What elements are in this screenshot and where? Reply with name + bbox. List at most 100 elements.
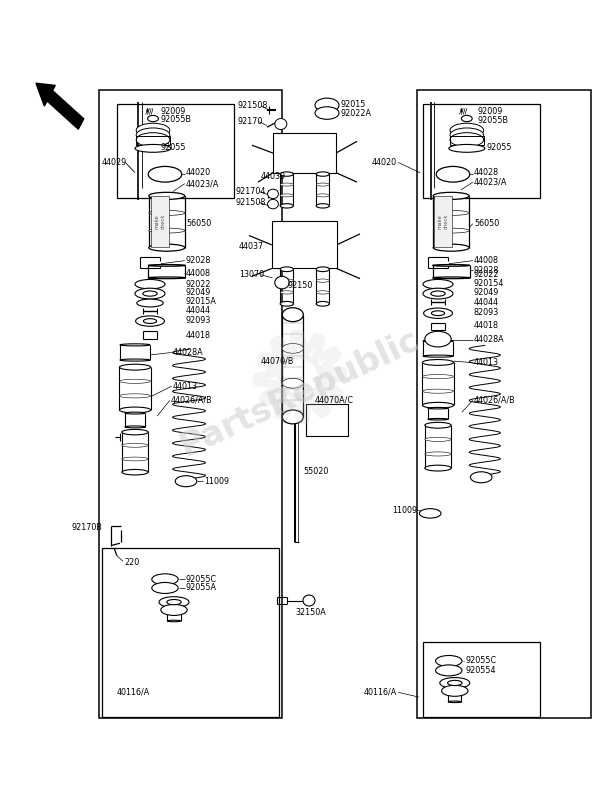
Ellipse shape (448, 701, 461, 703)
Bar (148, 265, 185, 279)
Bar (316, 172, 329, 208)
Text: 40116/A: 40116/A (364, 688, 397, 697)
Ellipse shape (433, 244, 469, 251)
Bar (149, 192, 185, 251)
Ellipse shape (143, 291, 157, 296)
Text: 921508: 921508 (237, 101, 268, 111)
Ellipse shape (135, 288, 165, 299)
Text: 92170: 92170 (237, 117, 262, 126)
Ellipse shape (423, 279, 453, 289)
Text: 44023/A: 44023/A (186, 179, 220, 188)
Ellipse shape (148, 115, 158, 122)
Ellipse shape (143, 319, 157, 323)
Text: 920154: 920154 (474, 279, 505, 288)
Ellipse shape (120, 359, 150, 361)
Text: 32150A: 32150A (296, 608, 326, 617)
Text: 44028: 44028 (474, 168, 499, 177)
Ellipse shape (449, 144, 485, 152)
Text: 11009: 11009 (392, 506, 417, 515)
Ellipse shape (268, 189, 278, 199)
Text: 44039: 44039 (261, 172, 286, 181)
Text: 44020: 44020 (186, 168, 211, 177)
Text: 44070/B: 44070/B (261, 356, 295, 366)
Text: 92055B: 92055B (161, 115, 192, 124)
Ellipse shape (148, 277, 185, 279)
Ellipse shape (122, 444, 148, 447)
Bar (448, 690, 461, 703)
Ellipse shape (450, 123, 484, 137)
Ellipse shape (422, 374, 454, 378)
Text: 44029: 44029 (102, 158, 127, 167)
Ellipse shape (280, 194, 293, 197)
Ellipse shape (423, 288, 453, 299)
Text: 92009: 92009 (161, 107, 186, 116)
Ellipse shape (135, 279, 165, 289)
Ellipse shape (280, 279, 293, 283)
Text: 44018: 44018 (474, 321, 499, 330)
Ellipse shape (316, 290, 329, 294)
Text: 92055: 92055 (486, 143, 512, 152)
Ellipse shape (119, 394, 151, 398)
Ellipse shape (428, 418, 448, 420)
Ellipse shape (149, 192, 185, 199)
Bar (125, 412, 145, 428)
Bar (428, 407, 448, 420)
Ellipse shape (422, 403, 454, 408)
Ellipse shape (450, 128, 484, 142)
Text: 56050: 56050 (474, 219, 499, 228)
Ellipse shape (283, 308, 304, 322)
Ellipse shape (316, 183, 329, 186)
Text: PartsRepublic: PartsRepublic (175, 323, 425, 462)
Ellipse shape (268, 199, 278, 209)
Ellipse shape (280, 172, 293, 177)
Ellipse shape (275, 119, 287, 130)
Text: 44070A/C: 44070A/C (314, 396, 353, 405)
Ellipse shape (423, 355, 453, 357)
Text: 44044: 44044 (474, 298, 499, 307)
Bar (417, 90, 591, 718)
Bar (306, 404, 348, 436)
Ellipse shape (136, 316, 164, 327)
FancyArrow shape (36, 83, 84, 130)
Text: 44008: 44008 (474, 256, 499, 265)
Ellipse shape (431, 291, 445, 296)
Ellipse shape (461, 115, 472, 122)
Ellipse shape (119, 364, 151, 370)
Text: 44023/A: 44023/A (474, 177, 508, 187)
Ellipse shape (275, 276, 289, 289)
Ellipse shape (316, 203, 329, 208)
Text: 92055C: 92055C (186, 575, 217, 584)
Text: 92055C: 92055C (465, 656, 496, 666)
Text: 44026/A/B: 44026/A/B (474, 396, 515, 405)
Text: 92049: 92049 (474, 287, 499, 297)
Bar (423, 104, 540, 198)
Ellipse shape (148, 265, 185, 266)
Ellipse shape (119, 379, 151, 383)
Ellipse shape (283, 410, 304, 424)
Ellipse shape (315, 98, 339, 112)
Ellipse shape (450, 133, 484, 147)
Text: 44008: 44008 (186, 268, 211, 278)
Ellipse shape (425, 331, 451, 347)
Text: 55020: 55020 (303, 466, 328, 476)
Bar (316, 267, 329, 306)
Ellipse shape (119, 407, 151, 413)
Text: make
check: make check (438, 214, 449, 229)
Ellipse shape (436, 665, 462, 676)
Ellipse shape (436, 166, 470, 182)
Ellipse shape (125, 426, 145, 428)
Ellipse shape (422, 389, 454, 393)
Text: 44013: 44013 (173, 382, 198, 391)
Bar (433, 192, 469, 251)
Ellipse shape (136, 128, 170, 142)
Ellipse shape (419, 509, 441, 518)
Text: 44026/A/B: 44026/A/B (171, 396, 212, 405)
Ellipse shape (167, 609, 181, 611)
Ellipse shape (303, 595, 315, 606)
Text: 92028: 92028 (474, 265, 499, 275)
Ellipse shape (428, 407, 448, 409)
Ellipse shape (433, 277, 470, 279)
Ellipse shape (148, 166, 182, 182)
Text: 92022A: 92022A (341, 109, 372, 119)
Ellipse shape (315, 107, 339, 119)
